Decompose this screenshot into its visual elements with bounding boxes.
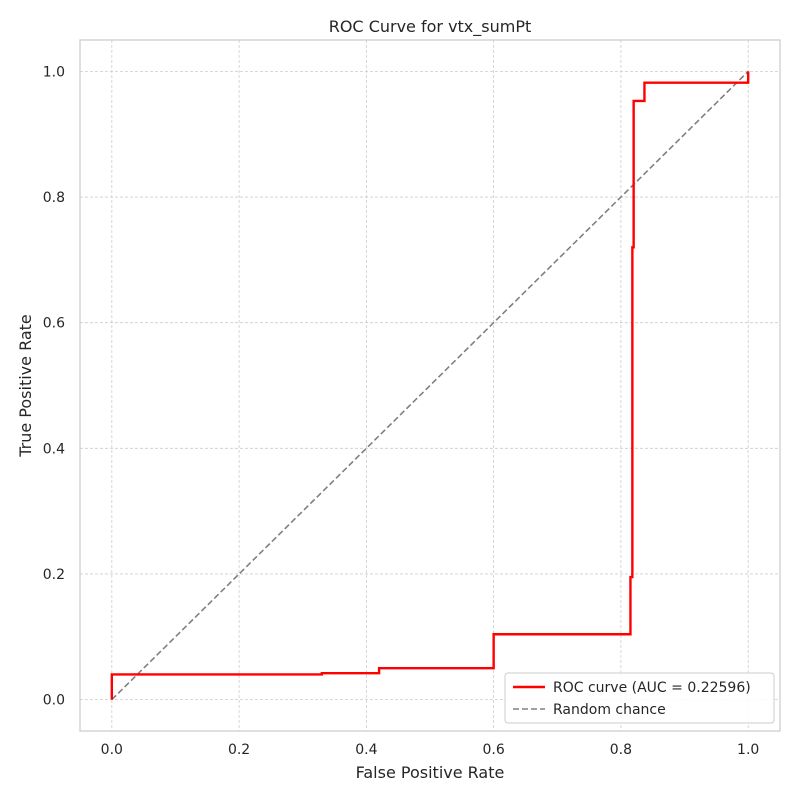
x-axis-label: False Positive Rate [356,763,505,782]
tick-labels: 0.0 0.2 0.4 0.6 0.8 1.0 0.0 0.2 0.4 0.6 0.8 1.0 [43,64,760,758]
x-tick-label: 0.6 [483,742,505,758]
plot-frame [79,39,781,732]
legend: ROC curve (AUC = 0.22596) Random chance [504,672,775,724]
x-tick-label: 1.0 [737,742,759,758]
series-layer [110,70,750,701]
y-tick-label: 0.6 [43,316,65,332]
legend-roc-label: ROC curve (AUC = 0.22596) [553,680,751,696]
legend-random-label: Random chance [553,702,666,718]
y-axis-label: True Positive Rate [16,314,35,458]
y-tick-label: 0.8 [43,190,65,206]
random-chance-line [111,70,749,701]
x-tick-label: 0.2 [228,742,250,758]
y-tick-label: 0.2 [43,567,65,583]
chart-title: ROC Curve for vtx_sumPt [329,17,532,37]
x-tick-label: 0.4 [355,742,377,758]
y-tick-label: 0.4 [43,441,65,457]
y-tick-label: 1.0 [43,64,65,80]
grid-lines [80,40,780,731]
x-tick-label: 0.8 [610,742,632,758]
x-tick-label: 0.0 [101,742,123,758]
y-tick-label: 0.0 [43,693,65,709]
legend-box [504,672,775,724]
roc-curve-line [110,71,750,700]
